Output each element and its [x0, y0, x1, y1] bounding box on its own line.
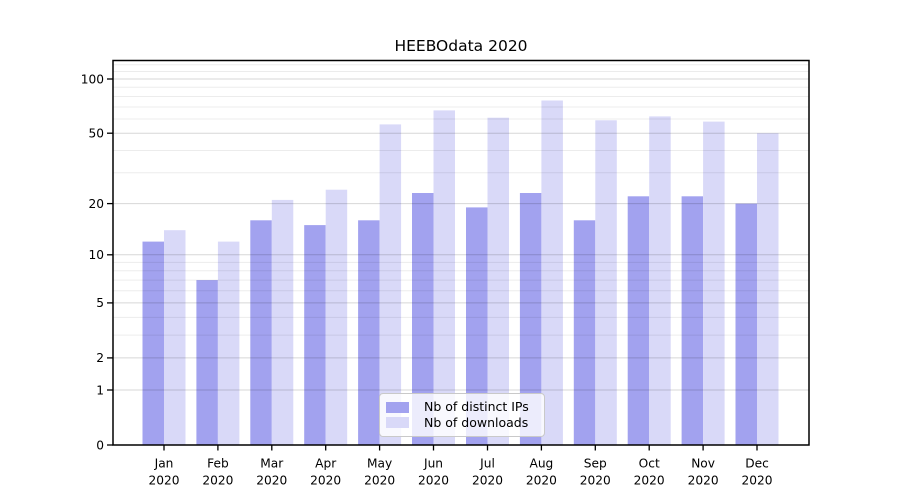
y-tick-label-5: 5: [96, 296, 104, 310]
bar-distinct-ips-apr: [304, 225, 326, 445]
x-tick-year-nov: 2020: [688, 474, 719, 488]
bar-downloads-nov: [703, 121, 725, 445]
x-tick-label-mar: Mar: [260, 457, 284, 471]
bar-downloads-feb: [217, 241, 240, 445]
y-tick-label-2: 2: [96, 351, 104, 365]
x-tick-year-jul: 2020: [472, 474, 503, 488]
x-tick-label-sep: Sep: [584, 457, 607, 471]
x-tick-year-jan: 2020: [148, 474, 179, 488]
bar-distinct-ips-jan: [142, 241, 164, 445]
y-tick-label-50: 50: [88, 127, 104, 141]
x-tick-label-jan: Jan: [154, 457, 174, 471]
x-tick-label-may: May: [367, 457, 392, 471]
bar-distinct-ips-dec: [735, 203, 757, 445]
y-tick-label-1: 1: [96, 383, 104, 397]
bar-downloads-mar: [271, 199, 294, 445]
x-tick-label-aug: Aug: [529, 457, 553, 471]
x-tick-year-apr: 2020: [310, 474, 341, 488]
x-tick-label-nov: Nov: [691, 457, 715, 471]
y-tick-label-10: 10: [88, 248, 104, 262]
legend-swatch-distinct-ips: [386, 401, 409, 413]
bar-distinct-ips-sep: [573, 220, 596, 445]
legend: Nb of distinct IPs Nb of downloads: [379, 393, 545, 437]
legend-label-downloads: Nb of downloads: [424, 414, 529, 430]
x-tick-year-sep: 2020: [580, 474, 611, 488]
x-tick-year-feb: 2020: [202, 474, 233, 488]
x-tick-label-jun: Jun: [423, 457, 443, 471]
x-tick-year-oct: 2020: [634, 474, 665, 488]
bar-distinct-ips-nov: [681, 196, 704, 445]
bar-downloads-jul: [487, 117, 509, 445]
x-tick-label-feb: Feb: [207, 457, 229, 471]
bar-downloads-apr: [325, 189, 348, 445]
bar-downloads-aug: [541, 100, 563, 445]
x-tick-year-mar: 2020: [256, 474, 287, 488]
bar-distinct-ips-feb: [196, 280, 218, 445]
bars-layer: [142, 100, 779, 446]
bar-downloads-oct: [649, 116, 671, 446]
bar-downloads-sep: [595, 120, 617, 446]
y-tick-label-20: 20: [88, 197, 104, 211]
x-tick-label-apr: Apr: [315, 457, 337, 471]
bar-distinct-ips-aug: [519, 193, 542, 445]
chart-title: HEEBOdata 2020: [394, 37, 527, 55]
bar-downloads-dec: [757, 133, 779, 445]
bar-distinct-ips-jul: [466, 207, 488, 445]
bar-distinct-ips-mar: [250, 220, 272, 445]
y-tick-label-0: 0: [96, 438, 104, 452]
x-tick-label-oct: Oct: [639, 457, 660, 471]
x-tick-year-jun: 2020: [418, 474, 449, 488]
grid-layer: [113, 64, 809, 391]
x-tick-label-jul: Jul: [479, 457, 495, 471]
bar-downloads-jan: [164, 230, 186, 445]
bar-distinct-ips-oct: [627, 196, 650, 445]
x-tick-year-may: 2020: [364, 474, 395, 488]
x-tick-year-aug: 2020: [526, 474, 557, 488]
bar-downloads-jun: [433, 110, 455, 446]
bar-downloads-may: [379, 124, 402, 446]
x-tick-label-dec: Dec: [745, 457, 769, 471]
legend-item-downloads: Nb of downloads: [386, 414, 536, 430]
bar-distinct-ips-may: [358, 220, 380, 445]
legend-label-distinct-ips: Nb of distinct IPs: [424, 399, 529, 414]
x-tick-year-dec: 2020: [741, 474, 772, 488]
y-tick-label-100: 100: [81, 72, 104, 86]
legend-item-distinct-ips: Nb of distinct IPs: [386, 399, 536, 414]
bar-distinct-ips-jun: [412, 193, 434, 445]
axes-layer: 0 1 2 5 10 20 50 100 Jan 2020 Feb 2020 Mar 2020 Apr 202…: [81, 59, 810, 488]
plot-border: [112, 59, 810, 446]
legend-swatch-downloads: [386, 417, 409, 429]
